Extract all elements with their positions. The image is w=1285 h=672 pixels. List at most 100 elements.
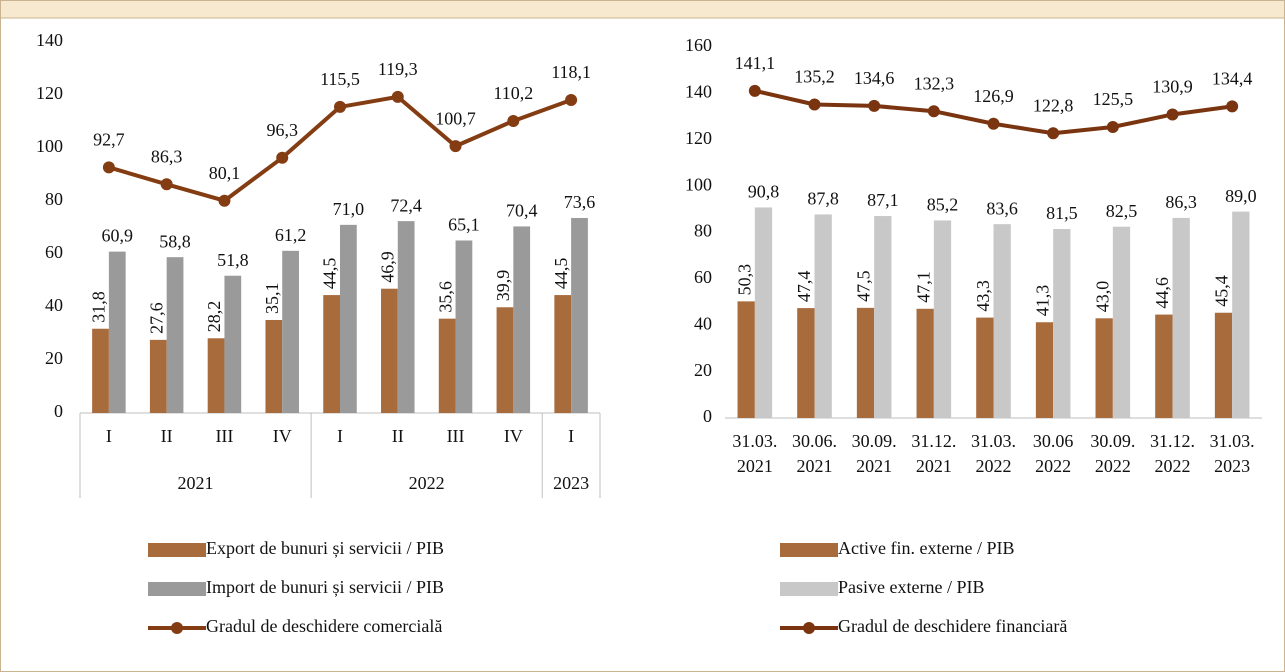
bar-value-label: 47,4 (794, 271, 814, 303)
y-tick-label: 20 (694, 360, 712, 380)
line-value-label: 135,2 (794, 67, 835, 87)
bar (207, 338, 225, 413)
bar-value-label: 86,3 (1165, 192, 1197, 212)
x-tick-label: 2022 (976, 456, 1012, 476)
x-tick-label: IV (504, 426, 523, 446)
line-value-label: 125,5 (1093, 89, 1134, 109)
bar-value-label: 81,5 (1046, 203, 1078, 223)
bar (1232, 211, 1250, 418)
x-tick-label: I (337, 426, 343, 446)
bar (381, 288, 398, 413)
bar-value-label: 87,8 (807, 189, 839, 209)
legend-swatch (171, 622, 183, 634)
bar (571, 217, 588, 413)
x-tick-label: 2021 (797, 456, 833, 476)
bar-value-label: 43,3 (973, 280, 993, 312)
y-tick-label: 40 (45, 295, 63, 315)
line-value-label: 119,3 (378, 59, 418, 79)
x-tick-label: II (161, 426, 173, 446)
bar-value-label: 44,6 (1152, 277, 1172, 309)
x-tick-label: 30.06 (1033, 431, 1074, 451)
legend-swatch (148, 582, 206, 596)
x-tick-label: 30.06. (792, 431, 837, 451)
x-tick-label: I (106, 426, 112, 446)
x-tick-label: 2022 (1155, 456, 1191, 476)
y-tick-label: 140 (36, 30, 63, 50)
bar-value-label: 90,8 (748, 182, 780, 202)
bar-value-label: 73,6 (564, 192, 596, 212)
y-tick-label: 60 (45, 242, 63, 262)
line-marker (868, 99, 881, 112)
y-tick-label: 120 (36, 83, 63, 103)
bar-value-label: 39,9 (493, 270, 513, 302)
bar-value-label: 85,2 (927, 195, 959, 215)
legend-swatch (148, 543, 206, 557)
bar-value-label: 47,5 (854, 270, 874, 302)
bar-value-label: 70,4 (506, 201, 538, 221)
bar-value-label: 45,4 (1212, 275, 1232, 307)
bar-value-label: 44,5 (551, 258, 571, 290)
y-tick-label: 80 (45, 189, 63, 209)
legend-label: Import de bunuri și servicii / PIB (206, 577, 444, 597)
x-tick-label: IV (273, 426, 292, 446)
x-tick-label: 31.03. (971, 431, 1016, 451)
line-marker (808, 98, 821, 111)
bar (1053, 229, 1071, 418)
line-marker (507, 114, 520, 127)
line-marker (334, 100, 346, 113)
line-value-label: 100,7 (435, 108, 476, 128)
bar (814, 214, 832, 418)
line-value-label: 132,3 (914, 73, 955, 93)
legend-swatch (780, 582, 838, 596)
bar (340, 224, 357, 413)
legend-swatch (803, 622, 815, 634)
bar (916, 308, 934, 418)
bar-value-label: 47,1 (913, 271, 933, 303)
line-marker (748, 84, 761, 97)
x-tick-label: 2022 (1095, 456, 1131, 476)
bar (754, 207, 773, 418)
x-tick-label: 2021 (737, 456, 773, 476)
bar (282, 250, 299, 413)
line-marker (391, 90, 404, 103)
group-label: 2022 (409, 473, 445, 493)
title-strip (0, 0, 1285, 18)
y-tick-label: 40 (694, 313, 712, 333)
bar-value-label: 71,0 (333, 199, 365, 219)
legend-label: Gradul de deschidere financiară (838, 616, 1067, 636)
y-tick-label: 100 (685, 174, 712, 194)
line-value-label: 115,5 (320, 69, 360, 89)
line-marker (276, 151, 289, 164)
x-tick-label: 30.09. (1090, 431, 1135, 451)
line-value-label: 118,1 (551, 62, 591, 82)
bar-value-label: 89,0 (1225, 186, 1257, 206)
bar-value-label: 35,6 (435, 281, 455, 313)
bar-value-label: 61,2 (275, 225, 307, 245)
line-value-label: 110,2 (493, 83, 533, 103)
bar (224, 275, 242, 413)
bar (1155, 314, 1173, 418)
bar (438, 318, 456, 413)
bar-value-label: 87,1 (867, 190, 899, 210)
bar-value-label: 83,6 (986, 198, 1018, 218)
y-tick-label: 80 (694, 221, 712, 241)
bar-value-label: 51,8 (217, 250, 249, 270)
x-tick-label: 2023 (1214, 456, 1250, 476)
bar (993, 224, 1011, 418)
bar (323, 295, 340, 413)
line-marker (160, 178, 173, 191)
bar-value-label: 50,3 (734, 264, 754, 296)
line-marker (1047, 127, 1060, 140)
x-tick-label: 2021 (856, 456, 892, 476)
bar (737, 301, 755, 418)
bar (1112, 226, 1131, 418)
line-marker (449, 140, 462, 153)
bar (265, 319, 283, 413)
bar-value-label: 44,5 (320, 258, 340, 290)
bar (496, 307, 514, 413)
line-marker (218, 194, 231, 207)
x-tick-label: III (447, 426, 465, 446)
y-tick-label: 160 (685, 35, 712, 55)
bar (933, 220, 952, 418)
